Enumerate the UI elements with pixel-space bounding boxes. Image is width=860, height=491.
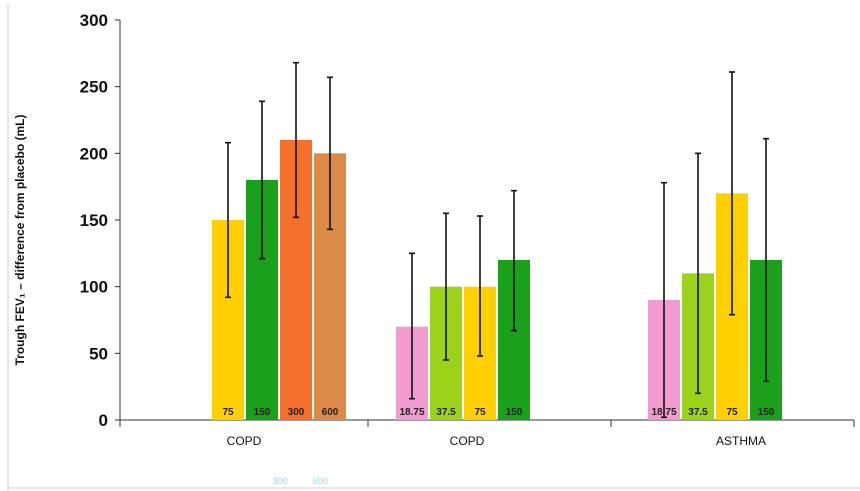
y-tick-label: 50 [89,344,108,363]
y-tick-label: 200 [80,144,108,163]
bar-dose-label: 37.5 [688,407,708,418]
category-label: COPD [450,434,485,448]
bar-dose-label: 37.5 [436,407,456,418]
y-axis-label: Trough FEV₁ – difference from placebo (m… [13,115,27,366]
category-labels: COPD COPD ASTHMA [227,434,766,448]
bar-dose-label: 75 [222,407,234,418]
category-label: COPD [227,434,262,448]
error-bars [225,61,769,419]
bar-dose-label: 150 [506,407,523,418]
bar-dose-label: 600 [322,407,339,418]
y-tick-label: 150 [80,211,108,230]
bar-dose-label: 75 [726,407,738,418]
ghost-label: 600 [312,476,327,486]
y-ticks: 0 50 100 150 200 250 300 [80,11,855,430]
bar-dose-label: 18.75 [399,407,424,418]
ghost-label: 300 [272,476,287,486]
y-tick-label: 0 [99,411,108,430]
bar-labels: 75 150 300 600 18.75 37.5 75 150 18.75 37.5 75 150 [222,407,774,418]
bar-dose-label: 150 [758,407,775,418]
bar-dose-label: 75 [474,407,486,418]
bar-dose-label: 300 [288,407,305,418]
bar-dose-label: 18.75 [651,407,676,418]
bar-dose-label: 150 [254,407,271,418]
y-tick-label: 300 [80,11,108,30]
y-tick-label: 250 [80,78,108,97]
category-label: ASTHMA [716,434,766,448]
bars [212,140,782,421]
y-tick-label: 100 [80,278,108,297]
ghost-labels: 300 600 [272,476,327,486]
